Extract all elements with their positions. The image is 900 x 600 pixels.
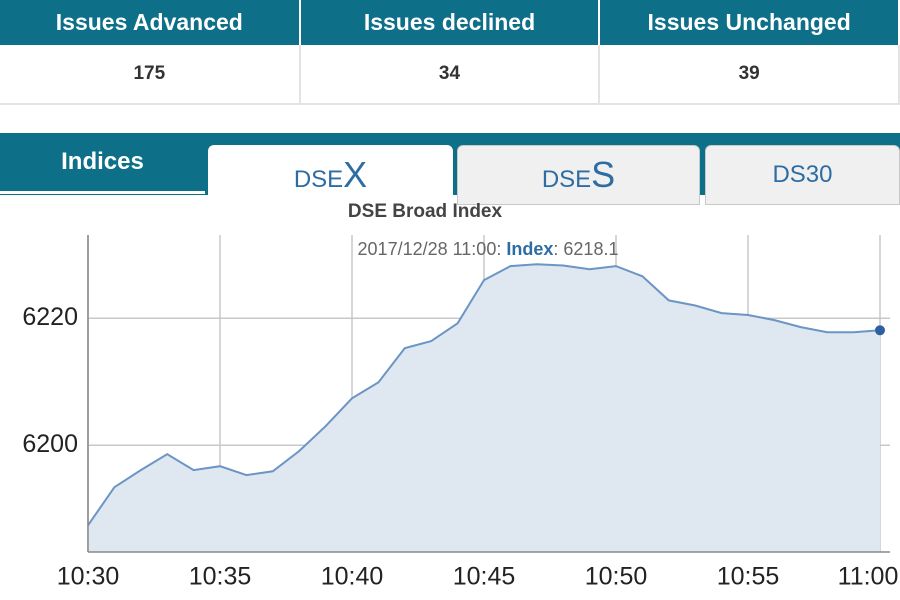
tab-suffix: X bbox=[343, 154, 368, 195]
x-tick-label: 10:45 bbox=[453, 563, 516, 591]
x-tick-label: 10:50 bbox=[585, 563, 648, 591]
tooltip: 2017/12/28 11:00: Index: 6218.1 bbox=[358, 239, 619, 259]
header-cell: Issues declined bbox=[299, 0, 601, 45]
tab[interactable]: DSES bbox=[457, 145, 700, 205]
tab-prefix: DSE bbox=[293, 166, 344, 193]
tooltip-sep: : bbox=[553, 239, 558, 259]
y-tick-label: 6220 bbox=[22, 303, 78, 331]
area bbox=[88, 264, 880, 552]
point bbox=[875, 325, 885, 336]
value-cell: 39 bbox=[599, 45, 900, 105]
x-tick-label: 11:00 bbox=[838, 563, 899, 591]
chart: DSE Broad Index 6200 6220 10:30 10:35 10:40 1… bbox=[22, 201, 899, 591]
chart-title: DSE Broad Index bbox=[348, 201, 503, 222]
x-tick-label: 10:35 bbox=[189, 563, 252, 591]
value-cell: 175 bbox=[0, 45, 301, 105]
line bbox=[87, 263, 881, 526]
tooltip-value: 6218.1 bbox=[563, 239, 618, 259]
tooltip-time: 2017/12/28 11:00: bbox=[358, 239, 502, 259]
tab[interactable]: DS30 bbox=[705, 145, 900, 205]
tab[interactable]: DSEX bbox=[208, 145, 453, 205]
value-cell: 34 bbox=[299, 45, 601, 105]
section-label: Indices bbox=[0, 133, 205, 194]
tab-prefix: DSE bbox=[541, 166, 592, 193]
x-tick-label: 10:30 bbox=[57, 563, 120, 591]
stats-table: Issues Advanced Issues declined Issues U… bbox=[0, 0, 900, 105]
x-tick-label: 10:40 bbox=[321, 563, 384, 591]
header-cell: Issues Advanced bbox=[0, 0, 301, 45]
tab-suffix: S bbox=[591, 154, 616, 195]
tooltip-label: Index bbox=[506, 239, 553, 259]
x-tick-label: 10:55 bbox=[717, 563, 780, 591]
header-cell: Issues Unchanged bbox=[599, 0, 900, 45]
y-tick-label: 6200 bbox=[22, 430, 78, 458]
tab-prefix: DS30 bbox=[772, 161, 833, 188]
